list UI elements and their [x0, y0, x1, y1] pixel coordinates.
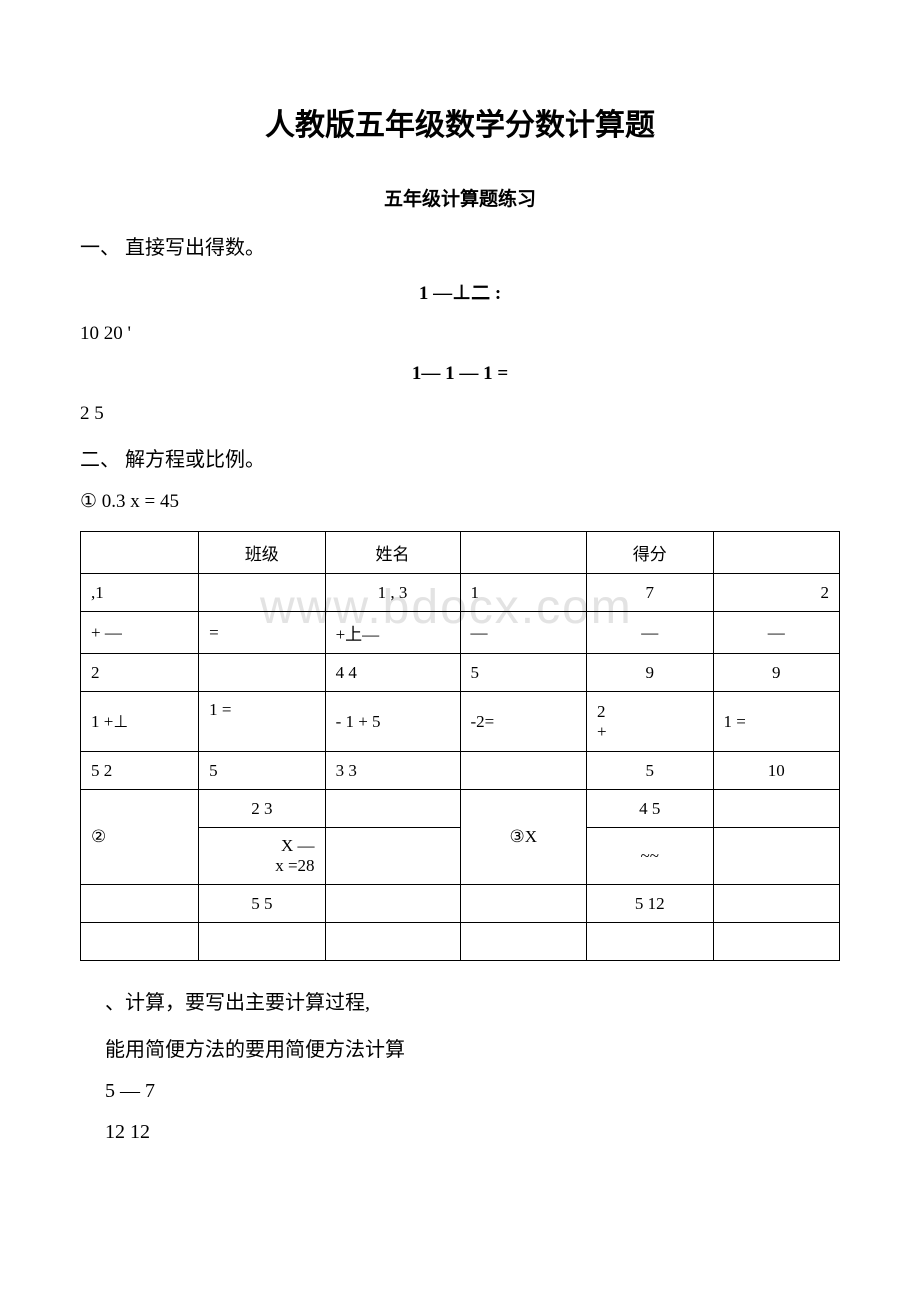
post-text-2: 能用简便方法的要用简便方法计算 — [105, 1033, 840, 1062]
table-cell — [460, 752, 587, 790]
table-row: + — = +上— — — — — [81, 612, 840, 654]
section-1-heading: 一、 直接写出得数。 — [80, 231, 840, 260]
table-row: ,1 1 , 3 1 7 2 — [81, 574, 840, 612]
table-cell — [81, 923, 199, 961]
table-cell — [460, 885, 587, 923]
table-cell — [325, 885, 460, 923]
table-cell: 7 — [587, 574, 714, 612]
table-row: 5 5 5 12 — [81, 885, 840, 923]
table-cell: 班级 — [199, 532, 326, 574]
table-cell: 2 — [713, 574, 840, 612]
table-row — [81, 923, 840, 961]
main-title: 人教版五年级数学分数计算题 — [80, 100, 840, 144]
table-cell: 2 3 — [199, 790, 326, 828]
table-row: 5 2 5 3 3 5 10 — [81, 752, 840, 790]
line-1: 10 20 ' — [80, 323, 840, 345]
line-2: 2 5 — [80, 403, 840, 425]
table-cell — [460, 923, 587, 961]
equation-1: ① 0.3 x = 45 — [80, 490, 840, 513]
table-cell — [81, 532, 199, 574]
expression-2: 1— 1 — 1 = — [80, 363, 840, 385]
table-cell: — — [587, 612, 714, 654]
table-cell: = — [199, 612, 326, 654]
table-row: 1 +⊥ 1 = - 1 + 5 -2= 2 + 1 = — [81, 692, 840, 752]
table-cell — [713, 923, 840, 961]
table-cell: 1 = — [199, 692, 326, 752]
table-cell: 2 — [81, 654, 199, 692]
table-cell: — — [713, 612, 840, 654]
table-cell: 4 5 — [587, 790, 714, 828]
table-cell — [81, 885, 199, 923]
table-cell — [199, 654, 326, 692]
table-cell — [325, 828, 460, 885]
table-cell: 1 — [460, 574, 587, 612]
table-cell: 2 + — [587, 692, 714, 752]
table-row: ② 2 3 ③X 4 5 — [81, 790, 840, 828]
table-cell: 9 — [713, 654, 840, 692]
math-table: 班级 姓名 得分 ,1 1 , 3 1 7 2 + — = +上— — — — … — [80, 531, 840, 961]
table-cell: — — [460, 612, 587, 654]
table-cell: 5 — [587, 752, 714, 790]
table-cell: 1 +⊥ — [81, 692, 199, 752]
table-cell: 5 — [460, 654, 587, 692]
post-text-4: 12 12 — [105, 1121, 840, 1144]
table-cell: 5 12 — [587, 885, 714, 923]
table-cell: ③X — [460, 790, 587, 885]
table-cell: 姓名 — [325, 532, 460, 574]
table-cell: 5 5 — [199, 885, 326, 923]
table-cell: -2= — [460, 692, 587, 752]
subtitle: 五年级计算题练习 — [80, 184, 840, 211]
table-cell — [713, 532, 840, 574]
table-cell — [713, 790, 840, 828]
table-cell: 10 — [713, 752, 840, 790]
table-cell — [587, 923, 714, 961]
table-cell: ② — [81, 790, 199, 885]
table-cell: 4 4 — [325, 654, 460, 692]
section-2-heading: 二、 解方程或比例。 — [80, 443, 840, 472]
table-cell: 9 — [587, 654, 714, 692]
table-cell — [460, 532, 587, 574]
table-row: 2 4 4 5 9 9 — [81, 654, 840, 692]
expression-1: 1 —⊥二 : — [80, 278, 840, 305]
post-text-1: 、计算，要写出主要计算过程, — [105, 986, 840, 1015]
table-cell: + — — [81, 612, 199, 654]
table-cell — [325, 923, 460, 961]
table-cell: 5 — [199, 752, 326, 790]
table-cell — [199, 923, 326, 961]
table-cell: X — x =28 — [199, 828, 326, 885]
table-cell — [199, 574, 326, 612]
table-cell: ,1 — [81, 574, 199, 612]
table-cell: ~~ — [587, 828, 714, 885]
table-row: 班级 姓名 得分 — [81, 532, 840, 574]
table-cell: 3 3 — [325, 752, 460, 790]
table-cell — [713, 828, 840, 885]
post-text-3: 5 — 7 — [105, 1080, 840, 1103]
table-cell — [713, 885, 840, 923]
table-cell: 得分 — [587, 532, 714, 574]
table-cell — [325, 790, 460, 828]
table-cell: +上— — [325, 612, 460, 654]
table-cell: 5 2 — [81, 752, 199, 790]
table-cell: - 1 + 5 — [325, 692, 460, 752]
table-cell: 1 = — [713, 692, 840, 752]
table-cell: 1 , 3 — [325, 574, 460, 612]
